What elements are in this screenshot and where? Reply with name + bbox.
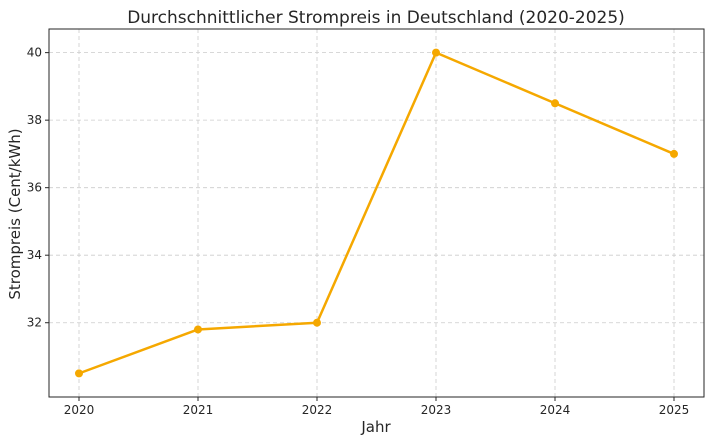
x-tick-label: 2025 <box>659 403 690 417</box>
data-point <box>313 318 321 327</box>
x-tick-label: 2023 <box>421 403 452 417</box>
y-tick-label: 34 <box>27 248 42 262</box>
data-point <box>75 369 83 378</box>
ticks: 2020 2021 2022 2023 2024 2025 32 34 36 38 40 <box>27 46 690 417</box>
data-point <box>670 149 678 158</box>
data-point <box>432 48 440 57</box>
series-layer <box>75 48 678 378</box>
plot-frame <box>48 28 705 398</box>
x-tick-label: 2020 <box>64 403 95 417</box>
y-axis-label: Strompreis (Cent/kWh) <box>6 128 24 299</box>
data-point <box>551 99 559 108</box>
x-tick-label: 2021 <box>183 403 214 417</box>
y-tick-label: 40 <box>27 46 42 60</box>
data-point <box>194 325 202 334</box>
grid <box>49 29 704 397</box>
y-tick-label: 38 <box>27 113 42 127</box>
x-axis-label: Jahr <box>360 418 391 436</box>
y-tick-label: 32 <box>27 316 42 330</box>
series-line <box>77 51 676 375</box>
x-tick-label: 2024 <box>540 403 571 417</box>
x-tick-label: 2022 <box>302 403 333 417</box>
y-tick-label: 36 <box>27 181 42 195</box>
chart-title: Durchschnittlicher Strompreis in Deutsch… <box>127 8 625 28</box>
